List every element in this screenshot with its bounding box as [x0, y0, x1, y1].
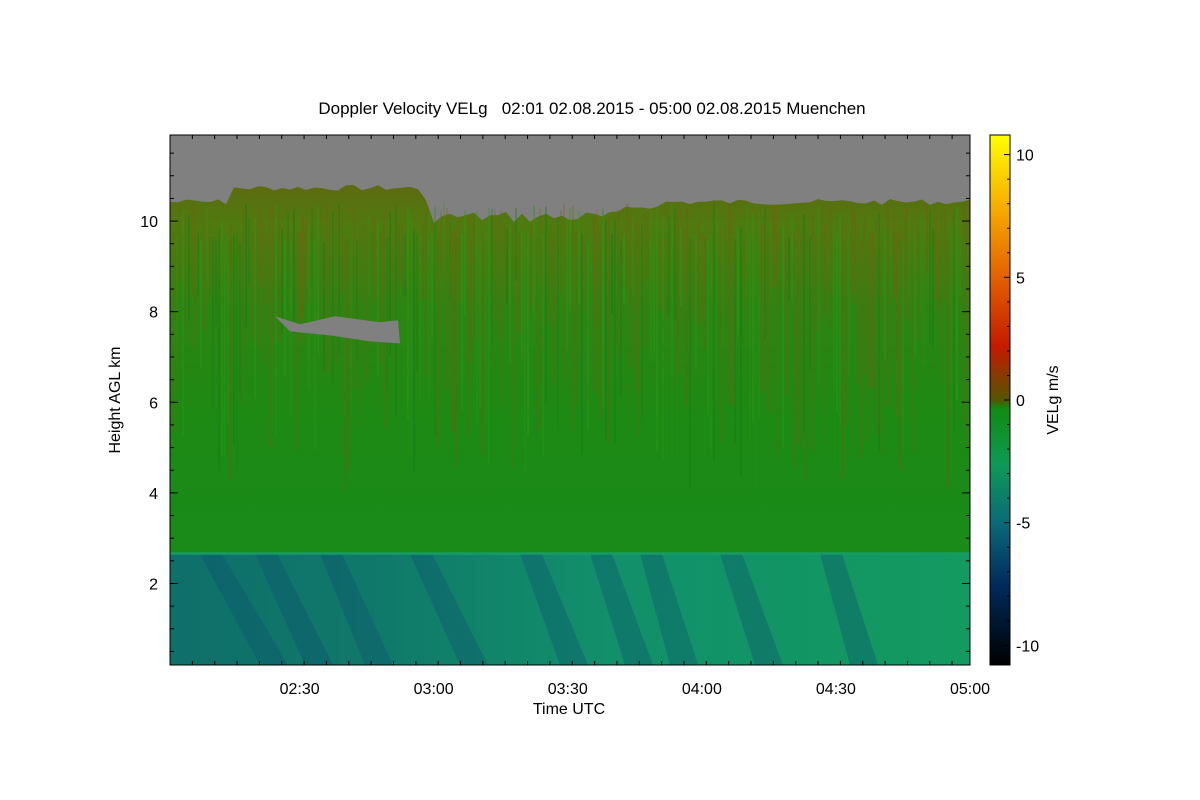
x-tick-label: 04:30 [816, 681, 856, 698]
colorbar-tick-label: 0 [1016, 393, 1025, 410]
colorbar-tick-label: -5 [1016, 516, 1030, 533]
x-tick-label: 05:00 [950, 681, 990, 698]
x-tick-label: 04:00 [682, 681, 722, 698]
x-axis-label: Time UTC [533, 701, 605, 718]
y-axis-label: Height AGL km [107, 346, 124, 453]
colorbar-label: VELg m/s [1045, 365, 1062, 434]
fall-streaks [170, 203, 970, 491]
y-tick-label: 10 [140, 214, 158, 231]
heatmap-field [170, 135, 970, 665]
y-axis-ticks: 2 4 6 8 10 [140, 214, 158, 593]
chart-title: Doppler Velocity VELg 02:01 02.08.2015 -… [318, 99, 865, 118]
plot-frame [169, 134, 971, 666]
y-tick-label: 4 [149, 486, 158, 503]
y-tick-label: 8 [149, 305, 158, 322]
boundary-layer-streaks [200, 554, 878, 665]
cloud-echo-region [170, 185, 970, 665]
colorbar-tick-label: 5 [1016, 270, 1025, 287]
colorbar-tick-label: -10 [1016, 638, 1039, 655]
signal-gap [275, 316, 400, 344]
x-tick-label: 03:30 [548, 681, 588, 698]
x-tick-label: 03:00 [414, 681, 454, 698]
x-tick-label: 02:30 [280, 681, 320, 698]
colorbar-tick-label: 10 [1016, 148, 1034, 165]
x-axis-ticks: 02:30 03:00 03:30 04:00 04:30 05:00 [280, 681, 991, 698]
colorbar-ticks: 10 5 0 -5 -10 [1004, 148, 1039, 655]
boundary-layer-region [170, 554, 970, 665]
y-tick-label: 6 [149, 395, 158, 412]
y-tick-label: 2 [149, 576, 158, 593]
